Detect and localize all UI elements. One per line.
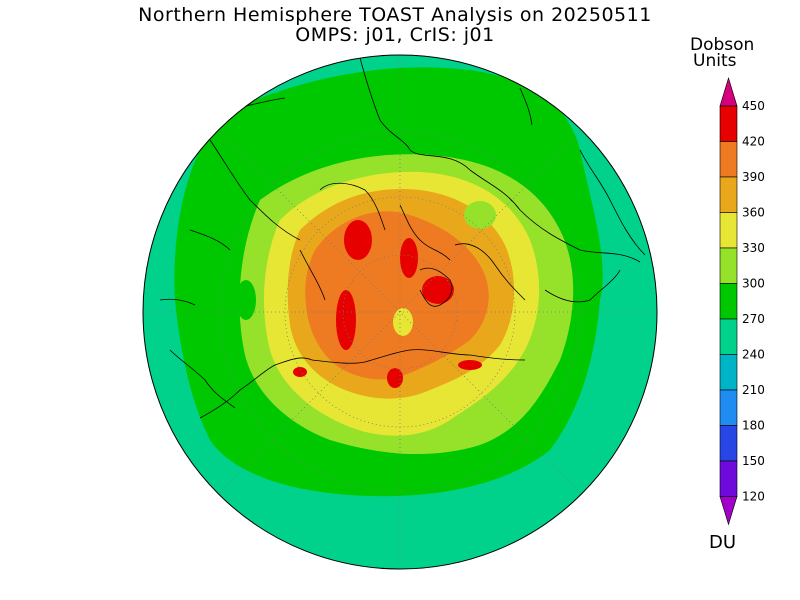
colorbar-tick-label: 120 — [742, 490, 765, 504]
ozone-field — [143, 55, 657, 569]
colorbar-segment — [719, 283, 738, 320]
colorbar-segment — [719, 212, 738, 249]
graticule — [143, 55, 657, 569]
colorbar-segment — [719, 247, 738, 284]
colorbar-tick-label: 450 — [742, 99, 765, 113]
title-line1: Northern Hemisphere TOAST Analysis on 20… — [138, 4, 652, 26]
colorbar-segment — [719, 354, 738, 391]
title-line2: OMPS: j01, CrIS: j01 — [295, 24, 495, 46]
colorbar-segment — [719, 389, 738, 426]
colorbar-tick-label: 240 — [742, 348, 765, 362]
colorbar-unit-line2: Units — [693, 51, 737, 71]
colorbar-tick-label: 330 — [742, 241, 765, 255]
colorbar: 450 420 390 360 330 300 270 240 210 180 150 120 — [719, 76, 765, 526]
map-boundary — [142, 54, 658, 570]
colorbar-tick-label: 300 — [742, 277, 765, 291]
colorbar-tick-label: 390 — [742, 170, 765, 184]
colorbar-segment — [719, 460, 738, 497]
colorbar-segment — [719, 141, 738, 178]
colorbar-arrow-bottom — [719, 496, 738, 526]
colorbar-unit-line1: Dobson — [690, 35, 755, 55]
colorbar-arrow-top — [719, 76, 738, 107]
colorbar-segment — [719, 318, 738, 355]
coastlines — [159, 57, 646, 419]
max-patch — [344, 220, 372, 260]
colorbar-tick-label: 210 — [742, 383, 765, 397]
colorbar-segment — [719, 105, 738, 142]
colorbar-tick-label: 270 — [742, 312, 765, 326]
colorbar-tick-label: 420 — [742, 135, 765, 149]
colorbar-unit-short: DU — [709, 532, 737, 553]
colorbar-segment — [719, 176, 738, 213]
colorbar-tick-label: 180 — [742, 419, 765, 433]
colorbar-tick-label: 150 — [742, 454, 765, 468]
colorbar-segment — [719, 425, 738, 462]
colorbar-tick-label: 360 — [742, 206, 765, 220]
